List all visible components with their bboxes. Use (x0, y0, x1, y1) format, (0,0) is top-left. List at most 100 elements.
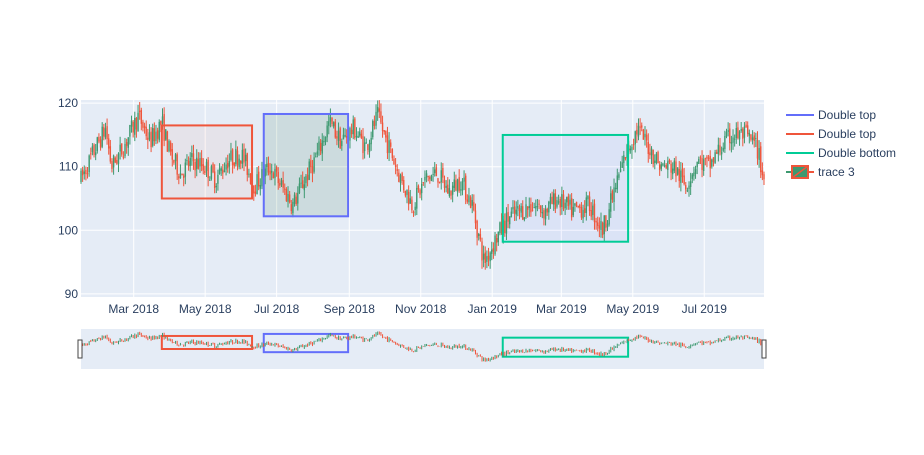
legend-label: Double bottom (818, 146, 896, 160)
candle-body (548, 201, 550, 213)
candle-body (339, 128, 341, 149)
candle-body (673, 160, 676, 171)
candle-body (346, 136, 348, 138)
legend-item[interactable]: trace 3 (786, 165, 855, 179)
candle-body (243, 148, 245, 163)
candle-body (98, 136, 100, 142)
candle-body (645, 134, 648, 141)
candle-body (354, 118, 356, 139)
candle-body (202, 164, 204, 171)
candle-body (450, 190, 452, 196)
candle-body (704, 158, 707, 160)
candle-body (422, 182, 425, 184)
legend-item[interactable]: Double top (786, 127, 876, 141)
candle-body (676, 167, 679, 175)
candle-body (688, 185, 690, 190)
candle-body (613, 187, 615, 202)
candle-body (213, 171, 216, 189)
candle-body (386, 135, 389, 154)
candle-body (631, 146, 633, 151)
range-slider-preview (80, 331, 765, 362)
candle-body (344, 134, 346, 137)
candle-body (129, 125, 131, 137)
candle-body (393, 158, 395, 165)
range-slider-right-handle[interactable] (761, 339, 767, 359)
candle-body (649, 152, 651, 156)
candle-body (279, 182, 281, 186)
candle-body (412, 211, 415, 213)
candle-body (601, 222, 604, 236)
candle-body (109, 146, 112, 162)
candle-body (199, 158, 201, 167)
candle-body (425, 173, 428, 178)
candle-body (119, 144, 121, 152)
legend-item[interactable]: Double bottom (786, 146, 896, 160)
candle-body (362, 136, 364, 154)
y-tick-label: 90 (65, 287, 79, 301)
candle-body (231, 149, 234, 166)
candle-body (310, 160, 312, 168)
range-slider-left-handle[interactable] (77, 339, 83, 359)
candle-body (499, 222, 501, 234)
candle-body (463, 177, 465, 182)
candle-body (398, 172, 400, 182)
candle-body (132, 121, 134, 133)
candle-body (531, 209, 534, 211)
candle-body (244, 154, 247, 162)
candle-body (473, 202, 475, 211)
candle-body (200, 157, 203, 167)
candle-body (758, 147, 760, 160)
candle-body (207, 159, 209, 179)
candle-body (103, 127, 105, 137)
pattern-box (160, 124, 254, 200)
candle-body (184, 162, 187, 177)
candle-body (209, 179, 211, 181)
candle-body (388, 140, 390, 153)
candle-body (654, 160, 656, 163)
candle-body (686, 190, 689, 192)
candle-body (414, 206, 416, 211)
candle-body (746, 125, 749, 134)
candle-body (574, 203, 576, 206)
candle-body (466, 199, 469, 202)
x-tick-label: May 2018 (179, 302, 232, 316)
candle-body (166, 131, 169, 152)
candle-body (427, 175, 429, 177)
candle-body (282, 179, 284, 188)
candle-body (293, 194, 296, 204)
candle-body (518, 208, 521, 211)
candle-body (554, 193, 557, 210)
candle-body (434, 169, 436, 174)
legend-item[interactable]: Double top (786, 108, 876, 122)
candle-body (505, 212, 508, 234)
candle-body (394, 165, 397, 167)
candle-body (341, 141, 343, 147)
candle-body (663, 165, 666, 167)
candle-body (724, 136, 726, 149)
pattern-box-fill (263, 113, 349, 217)
candle-body (528, 205, 530, 209)
candle-body (698, 158, 700, 164)
candle-body (391, 148, 394, 159)
candle-body (442, 167, 444, 178)
candle-body (86, 173, 89, 175)
candle-body (83, 171, 85, 174)
candle-body (101, 126, 103, 147)
candle-body (730, 142, 733, 144)
candle-body (228, 161, 231, 167)
candle-body (152, 128, 154, 146)
candle-body (318, 141, 320, 151)
x-tick-label: Mar 2018 (108, 302, 159, 316)
candle-body (81, 169, 84, 176)
candle-body (608, 209, 610, 225)
candle-body (597, 222, 599, 226)
candle-body (176, 154, 178, 175)
candle-body (544, 208, 547, 220)
candle-body (709, 155, 711, 169)
candle-body (535, 206, 537, 209)
candle-body (254, 191, 257, 194)
candle-body (606, 223, 609, 228)
candle-body (220, 168, 222, 171)
candle-body (491, 249, 493, 254)
